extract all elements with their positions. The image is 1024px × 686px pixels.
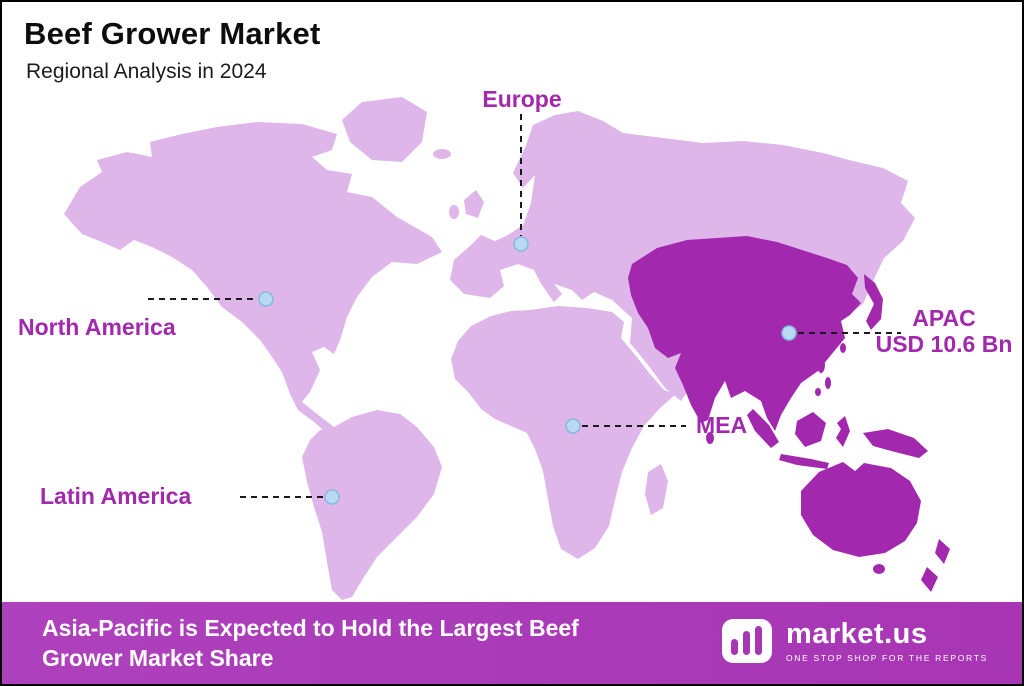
mea-label: MEA [696, 412, 748, 438]
madagascar-landmass [645, 464, 668, 515]
apac-label-name: APAC [912, 305, 976, 331]
new-zealand-landmass [921, 567, 938, 592]
north-america-landmass [64, 122, 442, 434]
page-subtitle: Regional Analysis in 2024 [26, 60, 267, 83]
taiwan-landmass [840, 343, 846, 353]
marker-dot-mea [565, 418, 581, 434]
brand-text-block: market.us ONE STOP SHOP FOR THE REPORTS [785, 617, 988, 663]
sumatra-landmass [747, 409, 779, 448]
sri-lanka-landmass [706, 432, 714, 444]
south-america-landmass [302, 410, 442, 600]
north-america-label: North America [18, 314, 176, 340]
page-title: Beef Grower Market [24, 16, 321, 51]
marker-dot-north-america [258, 291, 274, 307]
borneo-landmass [795, 412, 826, 447]
australia-landmass [801, 462, 921, 557]
europe-label: Europe [482, 86, 562, 112]
brand-logo: market.us ONE STOP SHOP FOR THE REPORTS [721, 617, 988, 665]
market-us-icon [721, 619, 772, 663]
africa-landmass [451, 306, 676, 559]
java-landmass [779, 454, 829, 469]
footer-banner: Asia-Pacific is Expected to Hold the Lar… [2, 602, 1022, 684]
brand-name: market.us [785, 617, 928, 650]
footer-message-line1: Asia-Pacific is Expected to Hold the Lar… [42, 615, 579, 641]
footer-message: Asia-Pacific is Expected to Hold the Lar… [42, 613, 579, 674]
latin-america-label: Latin America [40, 483, 192, 509]
footer-message-line2: Grower Market Share [42, 645, 274, 672]
marker-dot-apac [781, 325, 797, 341]
new-guinea-landmass [863, 429, 928, 458]
new-zealand-landmass [935, 539, 950, 564]
tasmania-landmass [873, 564, 885, 574]
sulawesi-landmass [836, 416, 850, 447]
asia-apac-landmass [628, 236, 861, 431]
marker-dot-europe [513, 236, 529, 252]
philippines-landmass [825, 377, 831, 389]
greenland-landmass [342, 97, 427, 162]
uk-landmass [464, 190, 484, 218]
iceland-landmass [433, 149, 451, 159]
brand-tagline: ONE STOP SHOP FOR THE REPORTS [785, 652, 988, 663]
japan-landmass [864, 274, 883, 330]
philippines-landmass [815, 388, 821, 396]
apac-label: APAC USD 10.6 Bn [862, 305, 1022, 358]
marker-dot-latin-america [324, 489, 340, 505]
apac-label-value: USD 10.6 Bn [875, 331, 1013, 358]
philippines-landmass [817, 357, 825, 373]
ireland-landmass [449, 205, 459, 219]
